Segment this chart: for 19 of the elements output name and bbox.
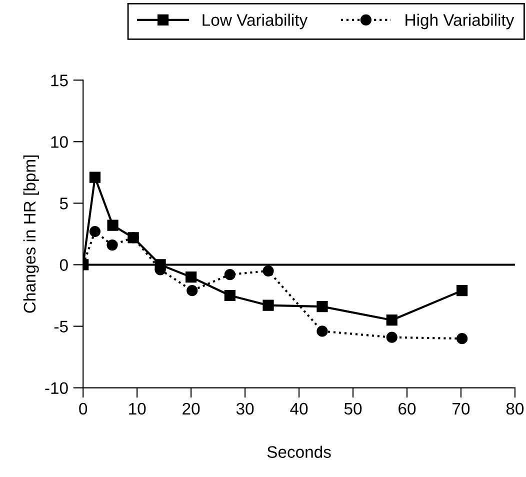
x-tick-label: 10	[129, 402, 146, 415]
y-axis-title: Changes in HR [bpm]	[23, 155, 39, 313]
y-tick-label: 5	[60, 198, 68, 210]
y-tick-label: 0	[60, 259, 68, 271]
y-tick-label: -5	[54, 320, 68, 332]
x-tick-label: 60	[398, 402, 416, 415]
x-tick-label: 20	[182, 402, 200, 415]
legend-label: High Variability	[406, 14, 514, 30]
x-tick-label: 70	[452, 402, 470, 415]
x-tick-label: 80	[506, 402, 524, 415]
x-tick-label: 40	[290, 402, 308, 415]
y-tick-label: 10	[51, 136, 68, 148]
legend-label: Low Variability	[202, 14, 308, 30]
x-axis-title: Seconds	[267, 446, 331, 458]
x-tick-label: 30	[236, 402, 254, 415]
y-tick-label: -10	[45, 382, 68, 394]
x-tick-label: 0	[79, 402, 88, 415]
y-tick-label: 15	[51, 74, 68, 86]
x-tick-label: 50	[344, 402, 362, 415]
